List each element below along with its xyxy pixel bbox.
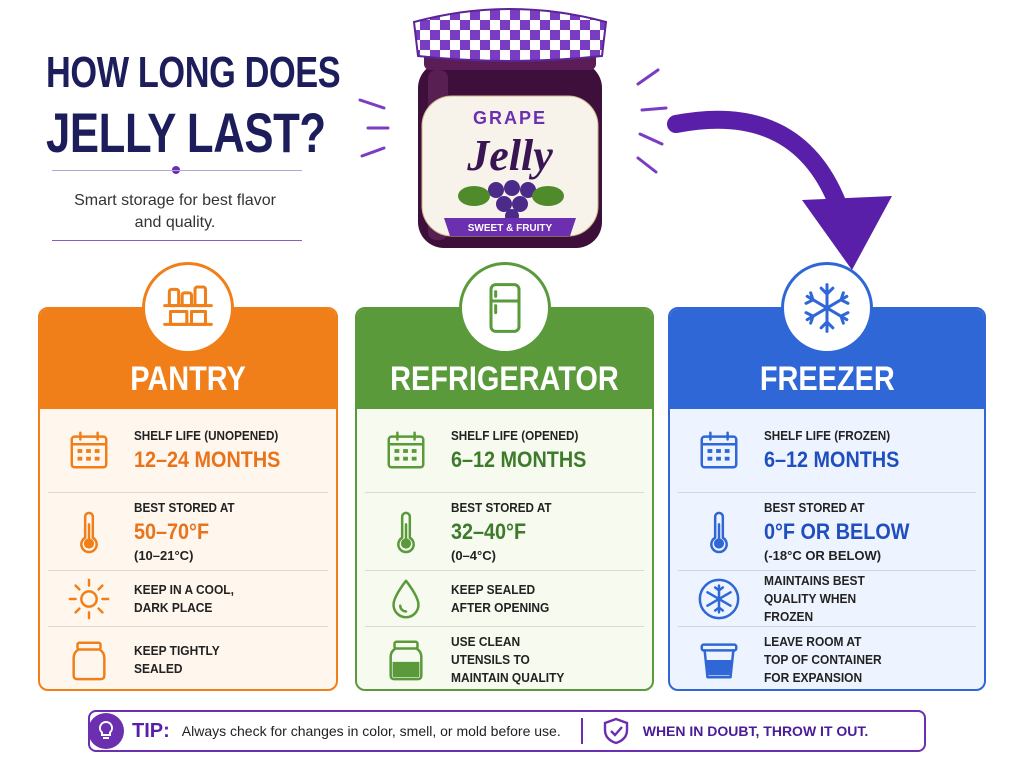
row-text: LEAVE ROOM AT TOP OF CONTAINER FOR EXPAN… — [764, 634, 882, 685]
row-icon — [383, 428, 429, 474]
row-value: 50–70°F — [134, 519, 210, 544]
row-content: LEAVE ROOM AT TOP OF CONTAINER FOR EXPAN… — [764, 633, 894, 687]
row-icon — [383, 509, 429, 555]
row-label: BEST STORED AT — [764, 500, 865, 515]
jar-top: GRAPE — [473, 108, 547, 128]
row-icon — [696, 428, 742, 474]
row-content: USE CLEAN UTENSILS TO MAINTAIN QUALITY — [451, 633, 581, 687]
jar-name: Jelly — [466, 131, 553, 180]
title-line: HOW LONG DOES — [46, 48, 341, 97]
divider — [52, 240, 302, 241]
row-icon — [696, 509, 742, 555]
row-label: BEST STORED AT — [451, 500, 552, 515]
info-row: BEST STORED AT 0°F OR BELOW (-18°C OR BELO… — [678, 493, 976, 571]
row-content: BEST STORED AT 50–70°F (10–21°C) — [134, 500, 246, 563]
subtitle: Smart storage for best flavor and qualit… — [74, 192, 276, 231]
title-line: JELLY LAST? — [46, 101, 326, 164]
column-title: PANTRY — [130, 360, 246, 398]
jar-illustration: GRAPE Jelly SWEET & FRUITY — [358, 8, 668, 248]
info-row: SHELF LIFE (FROZEN) 6–12 MONTHS — [678, 409, 976, 493]
row-icon — [66, 509, 112, 555]
storage-column: FREEZER SHELF LIFE (FROZEN) 6–12 MONTHS BES… — [668, 307, 986, 691]
row-content: MAINTAINS BEST QUALITY WHEN FROZEN — [764, 572, 894, 626]
row-content: SHELF LIFE (UNOPENED) 12–24 MONTHS — [134, 428, 297, 473]
row-label: BEST STORED AT — [134, 500, 235, 515]
row-icon — [696, 637, 742, 683]
row-icon — [383, 637, 429, 683]
row-content: KEEP SEALED AFTER OPENING — [451, 581, 581, 617]
column-title: REFRIGERATOR — [390, 360, 619, 398]
row-content: KEEP IN A COOL, DARK PLACE — [134, 581, 264, 617]
row-content: SHELF LIFE (OPENED) 6–12 MONTHS — [451, 428, 601, 473]
column-title: FREEZER — [759, 360, 895, 398]
column-header: FREEZER — [670, 309, 984, 409]
info-row: USE CLEAN UTENSILS TO MAINTAIN QUALITY — [365, 627, 644, 689]
row-value: 6–12 MONTHS — [451, 447, 587, 472]
row-content: BEST STORED AT 0°F OR BELOW (-18°C OR BELO… — [764, 500, 926, 563]
header-icon — [458, 262, 551, 354]
row-text: KEEP SEALED AFTER OPENING — [451, 581, 550, 615]
row-label: SHELF LIFE (OPENED) — [451, 428, 579, 443]
row-value: 6–12 MONTHS — [764, 447, 900, 472]
row-sub: (-18°C OR BELOW) — [764, 548, 882, 563]
header-icon — [142, 262, 234, 354]
tip-label: TIP: — [132, 719, 170, 742]
info-row: BEST STORED AT 32–40°F (0–4°C) — [365, 493, 644, 571]
tip-bar: TIP: Always check for changes in color, … — [88, 710, 926, 752]
separator — [580, 718, 583, 744]
info-row: LEAVE ROOM AT TOP OF CONTAINER FOR EXPAN… — [678, 627, 976, 689]
row-icon — [696, 576, 742, 622]
tip-icon — [88, 713, 124, 749]
row-icon — [383, 576, 429, 622]
header-icon — [781, 262, 873, 354]
row-value: 0°F OR BELOW — [764, 519, 910, 544]
info-row: SHELF LIFE (UNOPENED) 12–24 MONTHS — [48, 409, 328, 493]
info-row: KEEP IN A COOL, DARK PLACE — [48, 571, 328, 627]
info-row: SHELF LIFE (OPENED) 6–12 MONTHS — [365, 409, 644, 493]
storage-column: REFRIGERATOR SHELF LIFE (OPENED) 6–12 MONT… — [355, 307, 654, 691]
row-label: SHELF LIFE (FROZEN) — [764, 428, 891, 443]
tip-text: Always check for changes in color, smell… — [181, 723, 561, 739]
row-text: KEEP IN A COOL, DARK PLACE — [134, 581, 234, 615]
info-row: KEEP SEALED AFTER OPENING — [365, 571, 644, 627]
column-header: PANTRY — [40, 309, 336, 409]
row-text: USE CLEAN UTENSILS TO MAINTAIN QUALITY — [451, 634, 565, 685]
info-row: MAINTAINS BEST QUALITY WHEN FROZEN — [678, 571, 976, 627]
row-content: BEST STORED AT 32–40°F (0–4°C) — [451, 500, 563, 563]
row-icon — [66, 428, 112, 474]
arrow — [667, 110, 892, 270]
row-label: SHELF LIFE (UNOPENED) — [134, 428, 279, 443]
row-text: KEEP TIGHTLY SEALED — [134, 643, 220, 676]
shield-icon — [603, 717, 628, 745]
tip-warning: WHEN IN DOUBT, THROW IT OUT. — [642, 723, 869, 739]
divider — [52, 170, 302, 171]
info-row: KEEP TIGHTLY SEALED — [48, 627, 328, 689]
row-value: 12–24 MONTHS — [134, 447, 281, 472]
row-value: 32–40°F — [451, 519, 527, 544]
row-icon — [66, 637, 112, 683]
row-sub: (10–21°C) — [134, 548, 194, 563]
row-icon — [66, 576, 112, 622]
info-row: BEST STORED AT 50–70°F (10–21°C) — [48, 493, 328, 571]
storage-column: PANTRY SHELF LIFE (UNOPENED) 12–24 MONTHS B… — [38, 307, 338, 691]
row-content: KEEP TIGHTLY SEALED — [134, 642, 264, 678]
jar-ribbon: SWEET & FRUITY — [468, 223, 553, 234]
row-sub: (0–4°C) — [451, 548, 496, 563]
row-text: MAINTAINS BEST QUALITY WHEN FROZEN — [764, 572, 865, 624]
row-content: SHELF LIFE (FROZEN) 6–12 MONTHS — [764, 428, 914, 473]
